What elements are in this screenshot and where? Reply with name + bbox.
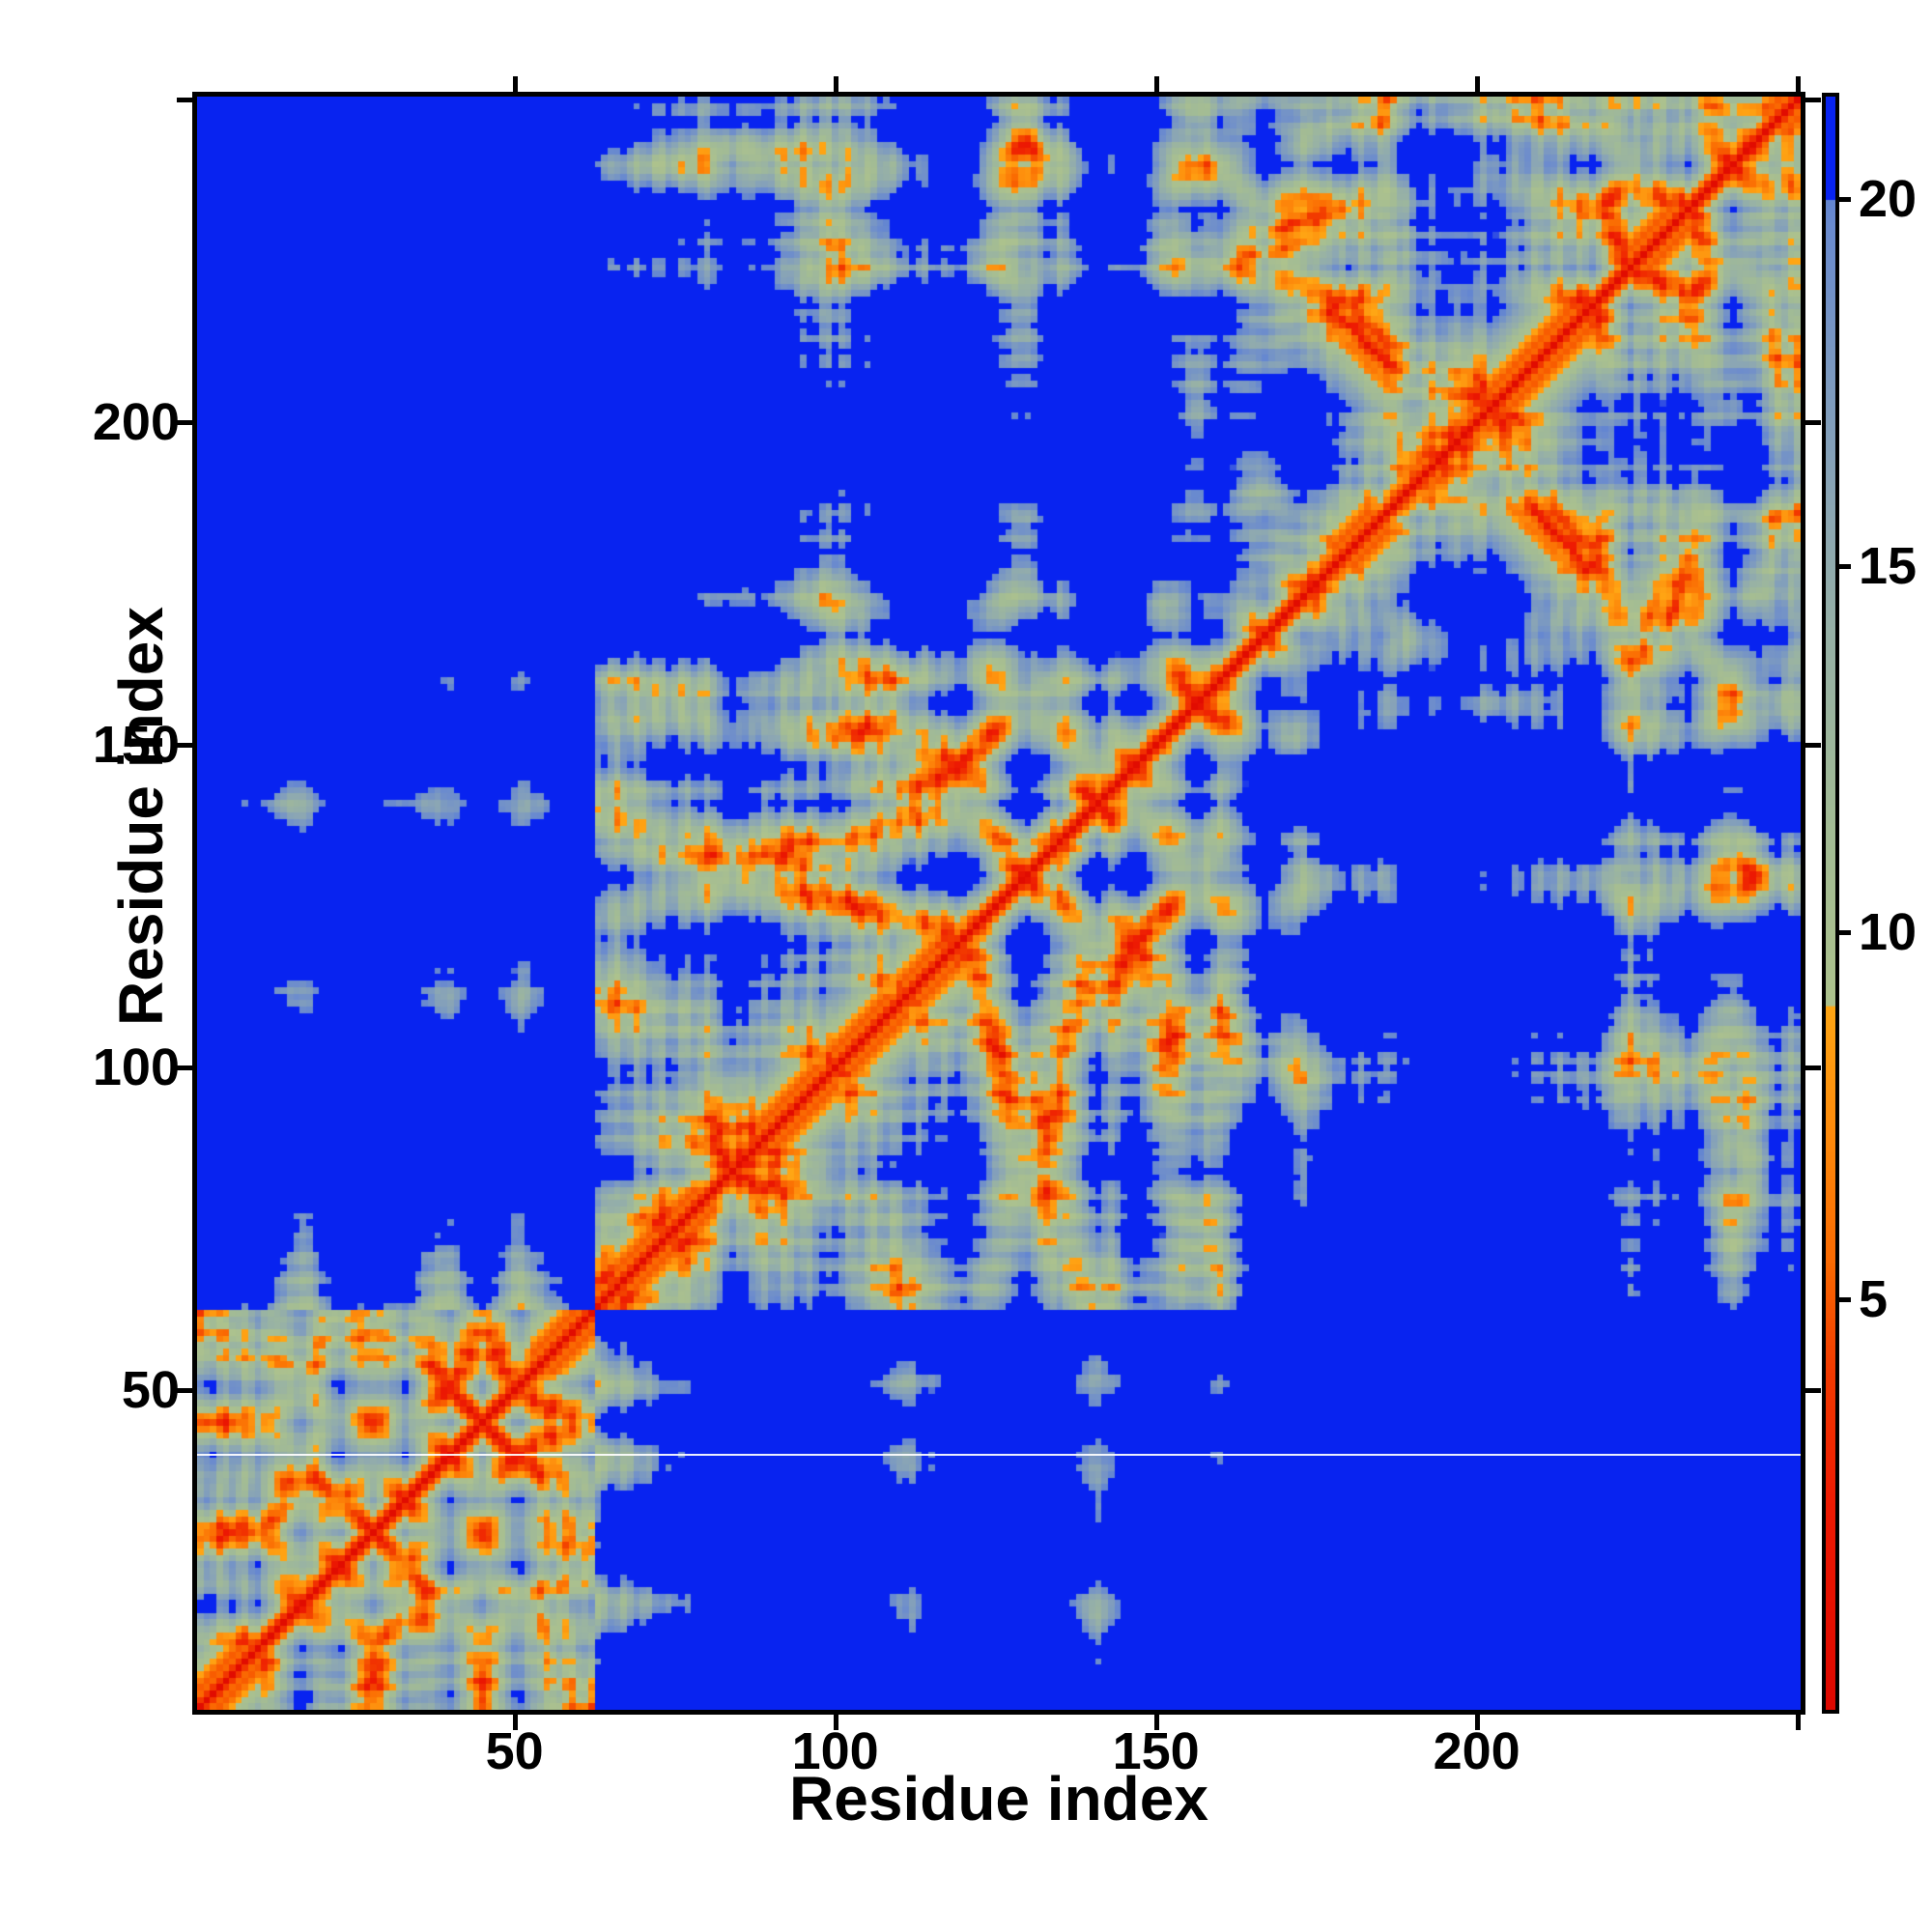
y-tick-label: 200 (92, 393, 180, 452)
axis-tick (1475, 76, 1480, 92)
x-tick-label: 50 (485, 1722, 544, 1780)
axis-tick (513, 1715, 518, 1730)
axis-tick (177, 420, 192, 425)
axis-tick (177, 1065, 192, 1070)
colorbar-tick (1839, 930, 1851, 935)
axis-tick (1805, 98, 1821, 102)
axis-tick (1805, 1065, 1821, 1070)
axis-tick (1805, 420, 1821, 425)
colorbar-tick-label: 20 (1859, 170, 1918, 229)
axis-tick (1154, 1715, 1159, 1730)
axis-tick (834, 1715, 838, 1730)
heatmap-canvas (197, 97, 1801, 1710)
x-tick-label: 150 (1112, 1722, 1200, 1780)
axis-tick (513, 76, 518, 92)
colorbar-tick-label: 15 (1859, 536, 1918, 595)
heatmap-plot-area (192, 92, 1805, 1715)
axis-tick (1475, 1715, 1480, 1730)
axis-tick (177, 1388, 192, 1393)
colorbar-tick-label: 10 (1859, 903, 1918, 962)
colorbar (1822, 93, 1839, 1714)
y-axis-title: Residue index (106, 607, 176, 1026)
axis-tick (1796, 76, 1801, 92)
x-tick-label: 100 (791, 1722, 879, 1780)
y-tick-label: 150 (92, 716, 180, 775)
colorbar-tick (1839, 1297, 1851, 1302)
x-axis-title: Residue index (789, 1764, 1208, 1833)
y-tick-label: 50 (121, 1361, 180, 1420)
axis-tick (834, 76, 838, 92)
axis-tick (1796, 1715, 1801, 1730)
axis-tick (1805, 1388, 1821, 1393)
colorbar-tick (1839, 564, 1851, 569)
colorbar-tick-label: 5 (1859, 1269, 1889, 1328)
axis-tick (177, 98, 192, 102)
axis-tick (1805, 743, 1821, 748)
colorbar-tick (1839, 197, 1851, 202)
y-tick-label: 100 (92, 1038, 180, 1097)
axis-tick (1154, 76, 1159, 92)
axis-tick (177, 743, 192, 748)
artifact-line (197, 1454, 1801, 1457)
colorbar-gradient (1826, 97, 1835, 1710)
x-tick-label: 200 (1433, 1722, 1520, 1780)
